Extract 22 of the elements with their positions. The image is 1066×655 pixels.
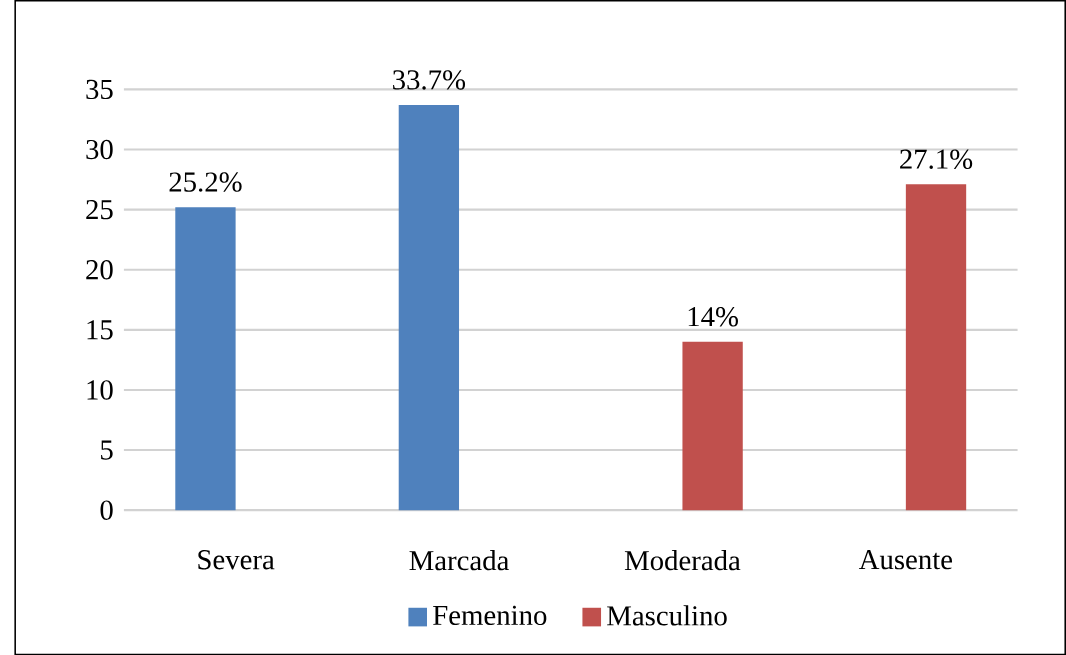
bar xyxy=(905,184,967,510)
y-tick-label: 15 xyxy=(87,319,113,340)
y-tick-label: 5 xyxy=(101,440,113,460)
x-tick-label: Marcada xyxy=(409,549,510,571)
y-tick-label: 0 xyxy=(100,500,113,520)
data-label: 27.1% xyxy=(900,149,973,169)
legend-label: Femenino xyxy=(433,605,547,625)
y-tick-label: 30 xyxy=(86,139,113,160)
data-label: 33.7% xyxy=(393,69,466,90)
data-label: 25.2% xyxy=(169,172,242,192)
x-tick-label: Moderada xyxy=(624,549,741,571)
data-label: 14% xyxy=(688,306,738,327)
bar xyxy=(175,207,236,510)
legend-label: Masculino xyxy=(607,605,727,626)
x-tick-label: Severa xyxy=(198,549,275,570)
y-tick-label: 20 xyxy=(86,259,113,280)
y-tick-label: 25 xyxy=(86,199,113,220)
bar xyxy=(682,341,743,510)
y-tick-label: 35 xyxy=(86,79,113,99)
y-tick-label: 10 xyxy=(87,380,113,400)
x-tick-label: Ausente xyxy=(858,549,953,570)
bar xyxy=(398,104,460,510)
